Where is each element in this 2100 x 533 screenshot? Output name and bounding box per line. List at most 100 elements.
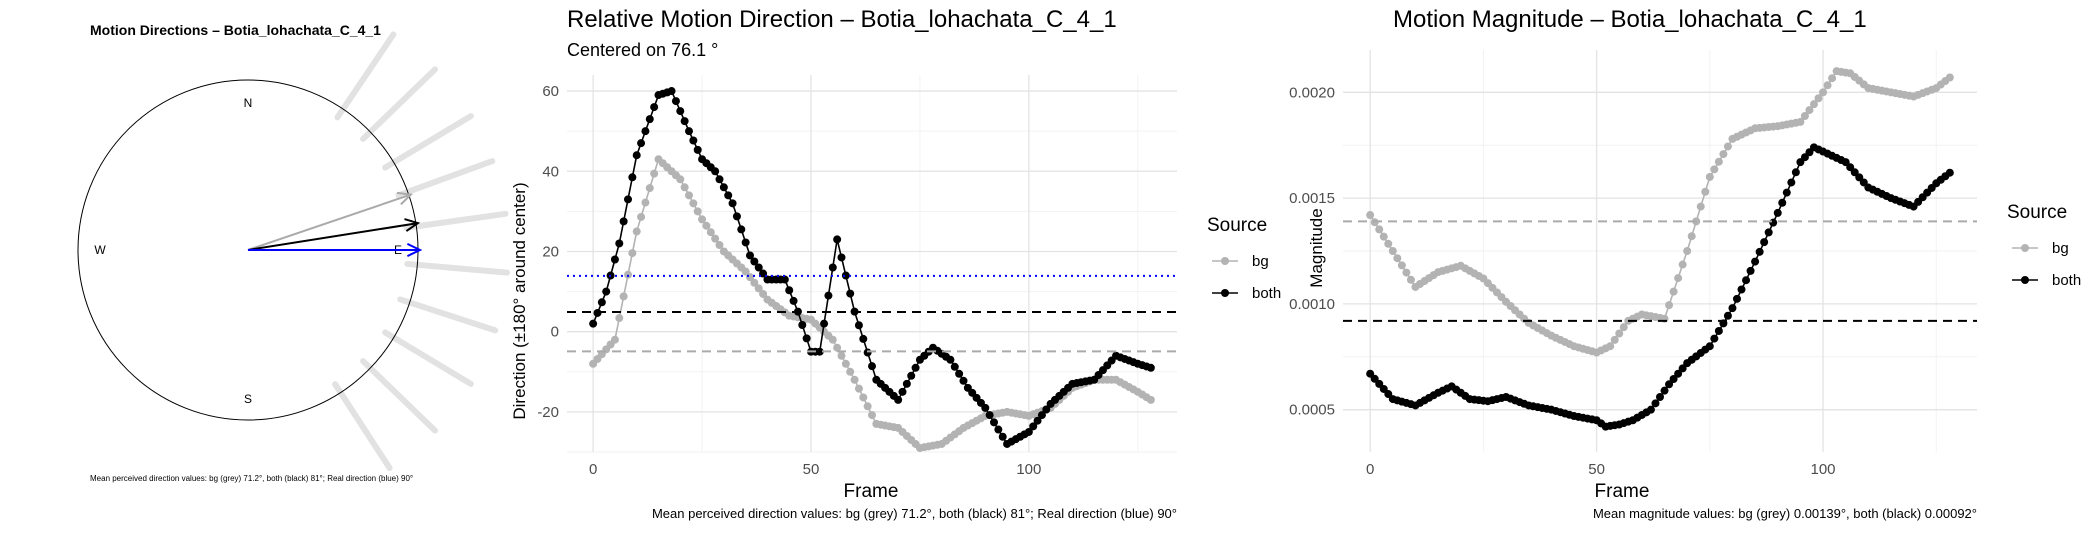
series-point-both [1791,168,1800,177]
series-point-bg [1809,100,1818,109]
series-point-bg [863,402,872,411]
series-point-bg [645,184,654,193]
series-point-bg [1945,73,1954,82]
series-point-both [785,286,794,295]
direction-subtitle: Centered on 76.1 ° [567,40,718,60]
legend-key-point-bg [2021,244,2029,252]
series-point-both [911,363,920,372]
series-point-bg [868,411,876,420]
series-point-bg [1714,157,1723,166]
series-point-bg [1696,202,1705,211]
series-point-bg [833,343,842,352]
legend-label-both: both [1252,285,1281,302]
series-point-both [1732,294,1741,303]
series-point-both [610,255,619,264]
magnitude-y-axis-label: Magnitude [1307,208,1326,287]
series-point-both [693,145,702,154]
series-point-both [950,362,959,371]
series-point-bg [1388,247,1397,255]
series-point-both [868,362,876,371]
series-point-both [671,97,680,106]
compass-south-label: S [244,392,252,406]
series-point-both [1945,168,1954,177]
series-point-bg [711,234,720,243]
series-point-both [741,238,750,247]
series-point-both [632,151,641,160]
x-tick-label: 100 [1016,461,1041,478]
series-point-bg [1828,74,1837,83]
series-point-both [854,321,863,330]
y-tick-label: 0.0020 [1289,84,1335,101]
series-point-bg [624,270,632,279]
series-point-both [602,287,611,296]
series-point-both [789,296,798,305]
y-tick-label: 20 [542,243,559,260]
series-point-both [990,418,998,427]
series-point-bg [1674,274,1683,283]
series-point-both [645,115,654,124]
series-point-bg [1800,112,1809,121]
series-point-both [1778,198,1787,207]
direction-caption: Mean perceived direction values: bg (gre… [652,506,1177,521]
series-point-bg [689,199,698,208]
series-point-bg [1146,395,1155,404]
series-point-both [615,239,624,248]
y-tick-label: -20 [537,404,559,421]
series-point-both [863,348,872,357]
series-point-bg [628,249,637,258]
series-line-bg [592,157,1152,449]
direction-legend: bg both [1212,253,1281,302]
series-point-both [711,167,720,176]
series-point-bg [1406,275,1415,284]
series-point-bg [859,393,868,402]
series-point-both [597,298,606,307]
series-point-both [828,263,837,272]
series-point-both [907,371,916,380]
x-tick-label: 50 [1588,461,1605,478]
x-tick-label: 0 [589,461,597,478]
series-point-bg [1606,342,1615,351]
series-point-both [1042,405,1051,414]
magnitude-plot-area: 0 50 100 0.0005 0.0010 0.0015 0.0020 [1289,50,1977,478]
compass-background-ray [360,66,439,142]
series-point-bg [1375,225,1384,234]
compass-panel: Motion Directions – Botia_lohachata_C_4_… [77,22,511,483]
series-point-both [998,432,1007,441]
magnitude-legend: bg both [2012,240,2081,289]
series-point-both [815,347,824,356]
series-point-both [841,271,850,280]
series-point-bg [1723,142,1732,151]
legend-label-bg: bg [1252,253,1269,270]
series-point-bg [615,314,624,323]
series-point-bg [702,221,711,230]
series-point-both [946,355,955,364]
magnitude-caption: Mean magnitude values: bg (grey) 0.00139… [1593,506,1977,521]
series-point-both [732,212,741,221]
series-point-both [820,319,829,328]
compass-background-ray [360,358,439,434]
series-point-both [624,195,632,204]
series-point-both [824,291,833,300]
direction-y-axis-label: Direction (±180° around center) [510,182,529,419]
y-tick-label: 40 [542,163,559,180]
series-point-bg [841,359,850,368]
series-point-both [728,199,737,208]
magnitude-x-axis-label: Frame [1595,481,1650,502]
compass-background-ray [395,158,496,199]
series-point-both [1773,208,1782,217]
series-point-bg [685,191,693,200]
series-point-bg [698,215,707,224]
series-point-both [1760,238,1769,247]
y-tick-label: 0.0015 [1289,190,1335,207]
series-point-both [985,411,994,420]
series-point-bg [619,292,628,301]
series-point-both [959,376,968,385]
series-point-bg [1701,187,1710,196]
legend-key-point-both [2021,276,2029,284]
x-tick-label: 50 [803,461,820,478]
series-point-bg [1683,247,1692,255]
series-point-both [746,251,754,260]
series-point-both [1782,188,1791,197]
series-point-both [833,235,842,244]
series-point-both [1742,276,1751,285]
